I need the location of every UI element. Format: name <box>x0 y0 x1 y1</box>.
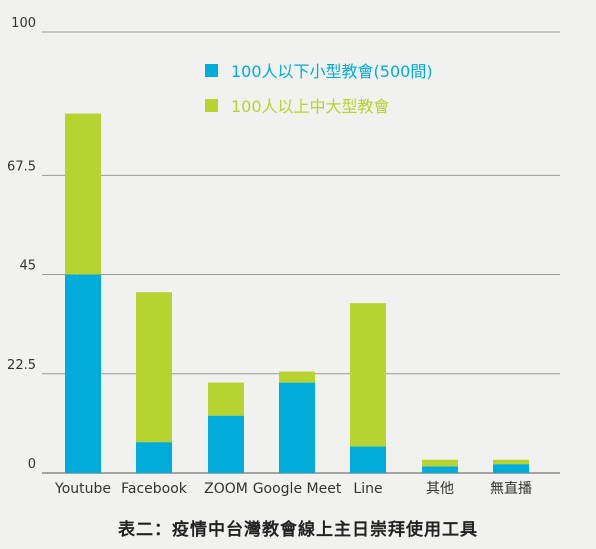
x-tick-label: Google Meet <box>253 481 342 497</box>
legend: 100人以下小型教會(500間) 100人以上中大型教會 <box>205 62 433 116</box>
bar-small-3 <box>279 382 315 473</box>
bar-small-6 <box>493 464 529 473</box>
x-tick-label: ZOOM <box>204 481 248 497</box>
bar-large-1 <box>136 292 172 443</box>
x-tick-label: Youtube <box>54 481 111 497</box>
legend-swatch-large-churches <box>205 99 218 112</box>
y-tick-label: 22.5 <box>7 358 36 373</box>
bar-small-4 <box>350 446 386 473</box>
legend-swatch-small-churches <box>205 64 218 77</box>
stacked-bar-chart: 0 22.5 45 67.5 100 Youtube Facebook ZOOM Google… <box>7 16 560 497</box>
y-tick-label: 45 <box>19 259 36 274</box>
bar-large-4 <box>350 303 386 447</box>
legend-label-large-churches: 100人以上中大型教會 <box>231 97 390 116</box>
legend-label-small-churches: 100人以下小型教會(500間) <box>231 62 433 81</box>
y-tick-label: 0 <box>28 457 36 472</box>
x-tick-label: Facebook <box>121 481 188 497</box>
x-tick-label: 其他 <box>426 481 454 497</box>
x-axis-labels: Youtube Facebook ZOOM Google Meet Line 其他 無直播 <box>54 480 532 497</box>
y-tick-label: 100 <box>11 16 36 31</box>
bar-large-5 <box>422 459 458 467</box>
bar-small-1 <box>136 442 172 473</box>
y-axis-ticks: 0 22.5 45 67.5 100 <box>7 16 36 472</box>
bar-large-2 <box>208 382 244 416</box>
bars <box>65 113 529 473</box>
bar-small-2 <box>208 415 244 473</box>
x-tick-label: Line <box>353 481 382 497</box>
x-tick-label: 無直播 <box>490 480 532 497</box>
chart-caption: 表二：疫情中台灣教會線上主日崇拜使用工具 <box>118 520 478 540</box>
bar-large-3 <box>279 371 315 383</box>
bar-large-6 <box>493 459 529 465</box>
bar-small-0 <box>65 274 101 473</box>
gridlines <box>42 31 560 474</box>
bar-large-0 <box>65 113 101 275</box>
y-tick-label: 67.5 <box>7 159 36 174</box>
bar-small-5 <box>422 466 458 473</box>
